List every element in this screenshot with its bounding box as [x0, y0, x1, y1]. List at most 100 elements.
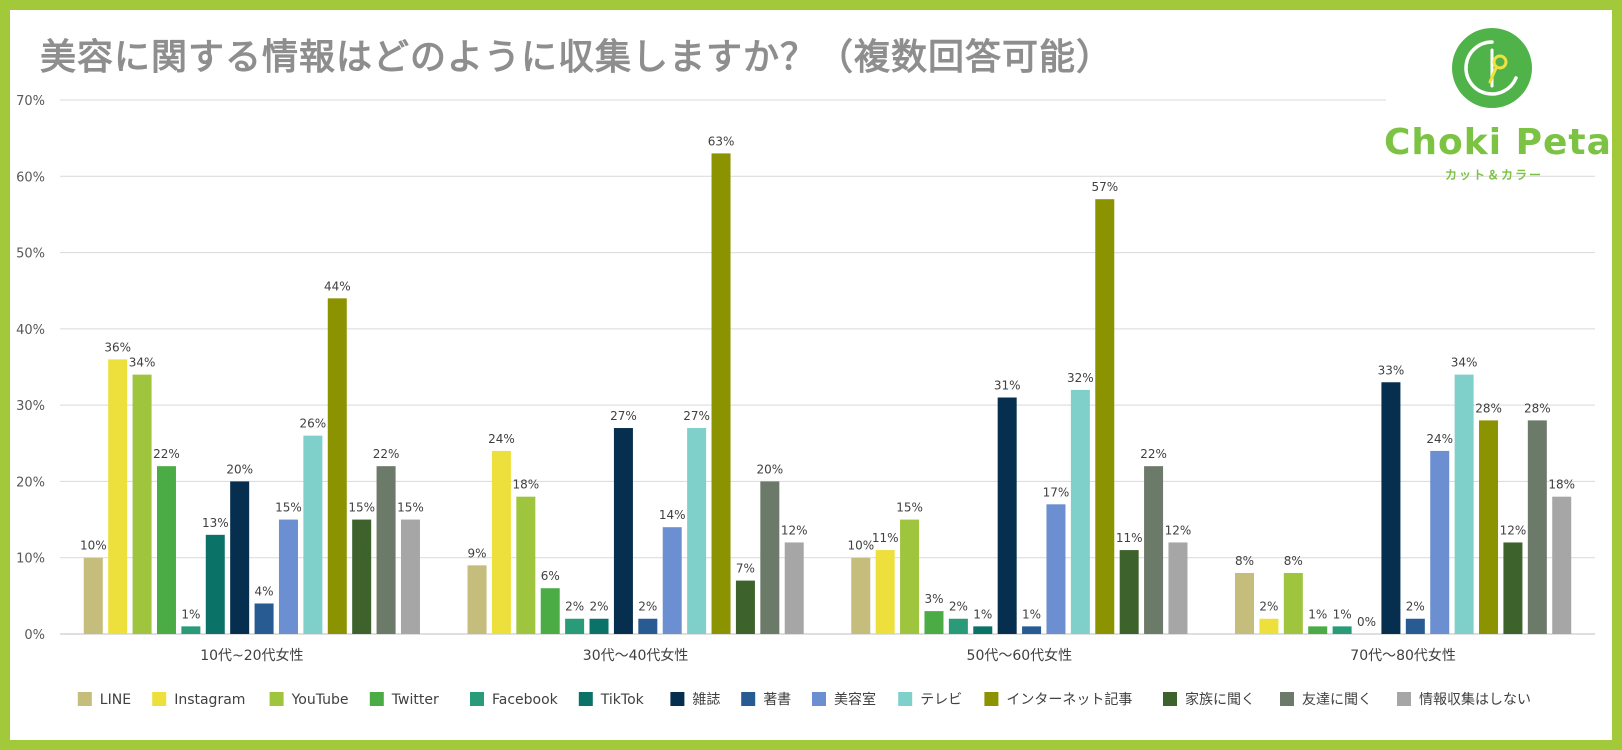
data-label: 34% — [129, 356, 156, 370]
data-label: 12% — [1500, 523, 1527, 537]
data-label: 17% — [1043, 485, 1070, 499]
legend-swatch — [984, 692, 999, 706]
brand-name: Choki Peta — [1384, 122, 1612, 163]
legend-label: Facebook — [492, 692, 559, 708]
data-label: 13% — [202, 516, 229, 530]
legend-label: 情報収集はしない — [1419, 691, 1531, 708]
data-label: 11% — [872, 531, 899, 545]
legend-swatch — [77, 692, 92, 706]
bar — [1259, 618, 1279, 634]
bar — [875, 550, 895, 634]
bar — [1479, 420, 1499, 634]
data-label: 15% — [397, 501, 424, 515]
bar — [205, 534, 225, 634]
bar — [711, 153, 731, 634]
y-tick-label: 30% — [16, 399, 45, 414]
data-label: 2% — [565, 600, 584, 614]
legend-label: LINE — [100, 692, 131, 708]
data-label: 2% — [1259, 600, 1278, 614]
data-label: 1% — [1022, 607, 1041, 621]
data-label: 10% — [80, 539, 107, 553]
bar — [784, 542, 804, 634]
bar — [1046, 504, 1066, 634]
data-label: 4% — [255, 584, 274, 598]
legend-swatch — [741, 692, 756, 706]
bar — [400, 519, 420, 634]
data-label: 1% — [973, 607, 992, 621]
y-axis: 0% 10% 20% 30% 40% 50% 60% 70% — [16, 94, 45, 643]
bar — [516, 496, 536, 634]
legend-swatch — [1163, 692, 1177, 706]
legend: LINE Instagram YouTube Twitter Facebook TikTo… — [77, 691, 1531, 708]
legend-label: TikTok — [600, 692, 645, 708]
data-label: 6% — [541, 569, 560, 583]
data-label: 28% — [1475, 401, 1502, 415]
data-label: 15% — [896, 501, 923, 515]
legend-swatch — [898, 692, 913, 706]
legend-swatch — [812, 692, 826, 706]
bar — [638, 618, 658, 634]
bar — [687, 428, 707, 634]
bar — [376, 466, 396, 634]
bar — [83, 557, 103, 634]
data-label: 24% — [488, 432, 515, 446]
data-label: 12% — [1165, 523, 1192, 537]
legend-label: 友達に聞く — [1302, 692, 1372, 708]
legend-swatch — [670, 692, 685, 706]
data-label: 27% — [610, 409, 637, 423]
bar — [760, 481, 780, 634]
bar — [467, 565, 487, 634]
data-label: 1% — [1308, 607, 1327, 621]
data-label: 24% — [1426, 432, 1453, 446]
data-label: 3% — [924, 592, 943, 606]
bars — [83, 153, 1572, 634]
y-tick-label: 70% — [16, 94, 45, 109]
legend-label: 雑誌 — [692, 692, 720, 708]
data-label: 2% — [949, 600, 968, 614]
legend-swatch — [578, 692, 593, 706]
bar — [997, 397, 1017, 634]
data-label: 32% — [1067, 371, 1094, 385]
bar — [900, 519, 920, 634]
data-label: 9% — [468, 546, 487, 560]
data-label: 63% — [708, 134, 735, 148]
bar — [1022, 626, 1042, 634]
bar — [851, 557, 871, 634]
data-label: 12% — [781, 523, 808, 537]
bar — [1405, 618, 1425, 634]
y-tick-label: 60% — [16, 170, 45, 185]
legend-swatch — [1397, 692, 1411, 706]
bar — [254, 603, 274, 634]
bar — [1070, 389, 1090, 634]
bar — [352, 519, 372, 634]
bar — [1095, 199, 1115, 634]
data-label: 28% — [1524, 401, 1551, 415]
data-label: 57% — [1091, 180, 1118, 194]
data-label: 2% — [1406, 600, 1425, 614]
bar — [1119, 550, 1139, 634]
data-label: 2% — [590, 600, 609, 614]
bar — [1552, 496, 1572, 634]
bar — [230, 481, 250, 634]
bar — [1283, 572, 1303, 634]
data-label: 15% — [348, 501, 375, 515]
bar — [181, 626, 201, 634]
x-tick-label: 30代～40代女性 — [583, 647, 689, 664]
bar — [303, 435, 323, 634]
chart-title: 美容に関する情報はどのように収集しますか？（複数回答可能） — [40, 37, 1114, 78]
bar — [1527, 420, 1547, 634]
data-label: 27% — [683, 409, 710, 423]
data-label: 26% — [300, 417, 327, 431]
data-label: 20% — [756, 462, 783, 476]
brand-subtitle: カット＆カラー — [1444, 168, 1543, 182]
data-label: 11% — [1116, 531, 1143, 545]
bar — [1430, 450, 1450, 634]
legend-label: Twitter — [391, 692, 439, 708]
data-label: 22% — [1140, 447, 1167, 461]
data-label: 1% — [1333, 607, 1352, 621]
data-label: 18% — [1548, 478, 1575, 492]
bar — [948, 618, 968, 634]
bar — [924, 611, 944, 634]
data-label: 18% — [512, 478, 539, 492]
